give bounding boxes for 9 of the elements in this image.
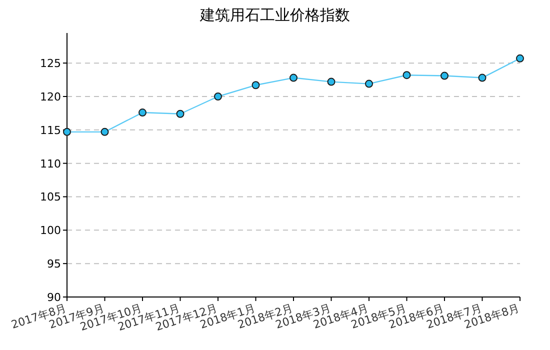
chart-title: 建筑用石工业价格指数 <box>199 6 350 24</box>
y-tick-label: 110 <box>40 157 61 170</box>
y-tick-label: 120 <box>40 90 61 104</box>
y-tick-label: 100 <box>40 224 61 238</box>
y-tick-label: 115 <box>40 124 61 137</box>
y-tick-label: 125 <box>40 57 61 70</box>
y-tick-label: 90 <box>47 291 61 304</box>
y-tick-label: 95 <box>47 258 61 271</box>
y-tick-label: 105 <box>40 190 61 204</box>
